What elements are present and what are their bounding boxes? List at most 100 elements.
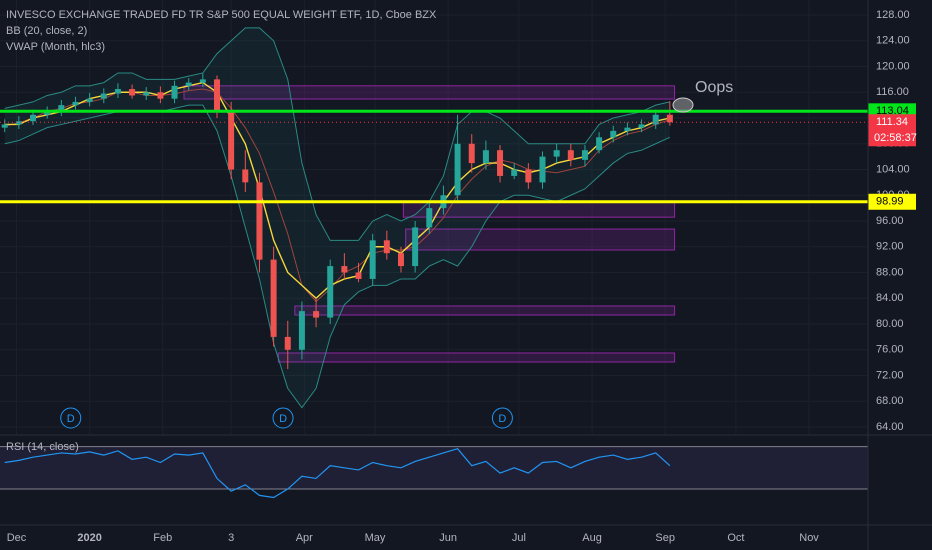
chart-title: INVESCO EXCHANGE TRADED FD TR S&P 500 EQ… <box>6 9 437 21</box>
bb-band-fill <box>4 27 670 408</box>
annotation: Oops <box>695 79 733 96</box>
y-tick-label: 64.00 <box>876 421 904 433</box>
x-tick-label: Nov <box>799 532 819 544</box>
x-tick-label: 3 <box>228 532 234 544</box>
y-tick-label: 80.00 <box>876 318 904 330</box>
y-tick-label: 92.00 <box>876 241 904 253</box>
candle-body <box>383 240 390 254</box>
x-tick-label: Apr <box>296 532 313 544</box>
last-price-box <box>868 114 916 147</box>
candle-body <box>454 143 461 196</box>
candle-body <box>114 89 121 94</box>
candle-body <box>100 93 107 99</box>
y-tick-label: 88.00 <box>876 266 904 278</box>
x-tick-label: 2020 <box>77 532 101 544</box>
indicator-label: BB (20, close, 2) <box>6 25 87 37</box>
axes: 64.00 68.00 72.00 76.00 80.00 84.00 88.00 92.00… <box>7 9 917 544</box>
indicator-line <box>4 27 670 241</box>
candle-body <box>242 169 249 183</box>
y-tick-label: 116.00 <box>876 86 909 98</box>
dividend-marker <box>272 407 294 429</box>
candle-body <box>327 266 334 318</box>
candle-body <box>468 143 475 164</box>
candle-body <box>482 150 489 164</box>
zone <box>294 305 676 316</box>
candle-body <box>72 101 79 106</box>
price-label: 113.04 <box>876 105 909 117</box>
candle-body <box>30 114 37 122</box>
rsi-line <box>4 448 671 499</box>
candle-body <box>412 227 419 267</box>
candle-body <box>638 124 645 128</box>
candle-body <box>539 156 546 183</box>
candle-body <box>341 266 348 273</box>
candle-body <box>129 89 136 96</box>
price-label-box <box>868 193 916 210</box>
candle-body <box>44 111 51 115</box>
candle-body <box>624 127 631 131</box>
x-tick-label: Oct <box>727 532 744 544</box>
candle-body <box>313 311 320 318</box>
candle-body <box>256 182 263 260</box>
dividend-label: D <box>279 413 287 425</box>
y-tick-label: 120.00 <box>876 60 910 72</box>
zone <box>277 352 676 363</box>
dividend-marker <box>60 407 82 429</box>
x-tick-label: Jun <box>439 532 457 544</box>
zone <box>183 85 676 100</box>
candle-body <box>666 114 673 123</box>
candle-body <box>214 79 220 112</box>
y-tick-label: 96.00 <box>876 215 904 227</box>
rsi-pane <box>0 446 868 499</box>
main-pane <box>0 27 868 409</box>
indicator-label: VWAP (Month, hlc3) <box>6 41 105 53</box>
y-tick-label: 68.00 <box>876 395 904 407</box>
y-tick-label: 76.00 <box>876 344 904 356</box>
candle-body <box>1 124 8 128</box>
candle-body <box>596 137 603 151</box>
oops-marker <box>672 97 694 113</box>
dividend-label: D <box>67 413 75 425</box>
dividend-label: D <box>498 413 506 425</box>
candle-body <box>15 121 22 125</box>
x-tick-label: Sep <box>655 532 675 544</box>
x-tick-label: May <box>365 532 386 544</box>
x-tick-label: Jul <box>512 532 526 544</box>
candle-body <box>397 253 404 267</box>
candle-body <box>270 259 277 337</box>
candle-body <box>581 150 588 160</box>
candle-body <box>143 92 150 96</box>
candle-body <box>171 85 178 99</box>
last-price-label: 111.34 <box>876 116 908 128</box>
y-tick-label: 124.00 <box>876 35 910 47</box>
candle-body <box>199 79 206 83</box>
candle-body <box>58 105 65 112</box>
dividend-marker <box>491 407 513 429</box>
price-label: 98.99 <box>876 196 904 208</box>
candle-body <box>355 272 362 279</box>
candle-body <box>525 169 532 183</box>
y-tick-label: 72.00 <box>876 369 904 381</box>
candle-body <box>511 169 518 176</box>
candle-body <box>426 208 433 228</box>
candle-body <box>157 92 164 99</box>
y-tick-label: 84.00 <box>876 292 904 304</box>
rsi-title: RSI (14, close) <box>6 441 79 453</box>
candle-body <box>284 336 291 350</box>
candle-body <box>567 150 574 160</box>
candle-body <box>298 311 305 350</box>
candle-body <box>228 111 235 170</box>
candle-body <box>185 82 192 86</box>
rsi-band <box>0 446 868 490</box>
y-tick-label: 104.00 <box>876 163 910 175</box>
x-tick-label: Dec <box>7 532 27 544</box>
countdown: 02:58:37 <box>874 132 917 144</box>
y-tick-label: 128.00 <box>876 9 910 21</box>
candle-body <box>369 240 376 279</box>
candle-body <box>652 114 659 125</box>
x-tick-label: Aug <box>582 532 602 544</box>
candle-body <box>553 150 560 157</box>
x-tick-label: Feb <box>153 532 172 544</box>
